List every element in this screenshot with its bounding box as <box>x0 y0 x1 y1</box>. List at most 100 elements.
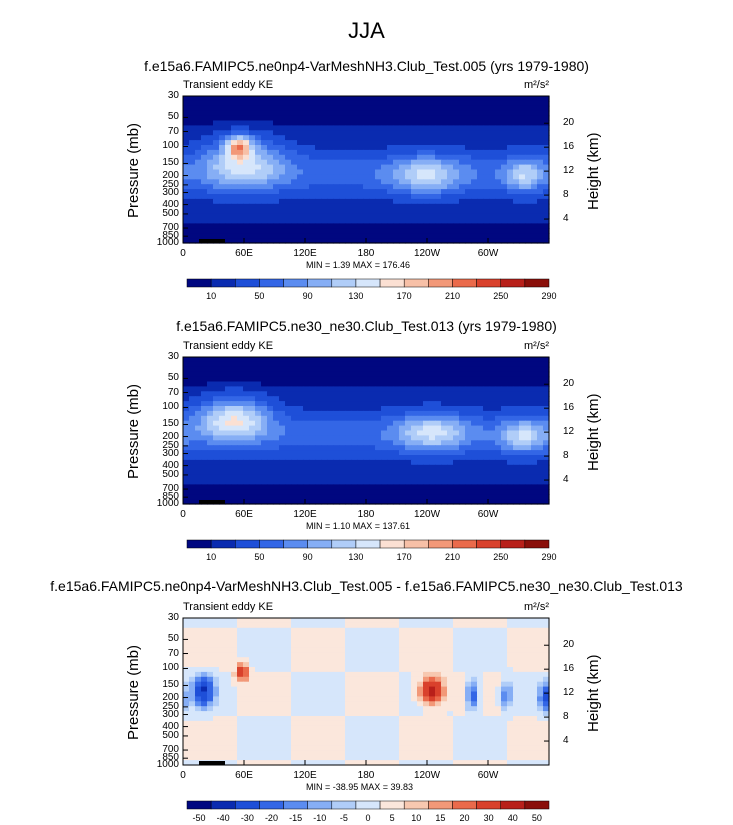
field-cell <box>309 662 316 668</box>
field-cell <box>273 174 280 180</box>
field-cell <box>237 627 244 634</box>
field-cell <box>183 357 190 363</box>
field-cell <box>495 647 502 653</box>
field-cell <box>267 701 274 707</box>
field-cell <box>273 100 280 107</box>
field-cell <box>381 671 388 678</box>
field-cell <box>465 184 472 190</box>
field-cell <box>531 652 538 658</box>
field-cell <box>507 179 514 185</box>
field-cell <box>225 189 232 195</box>
field-cell <box>489 159 496 166</box>
field-cell <box>423 662 430 668</box>
field-cell <box>189 96 196 102</box>
field-cell <box>441 223 448 229</box>
field-cell <box>387 140 394 146</box>
field-cell <box>285 676 292 683</box>
field-cell <box>255 179 262 185</box>
field-cell <box>447 120 454 126</box>
field-cell <box>423 671 430 678</box>
field-cell <box>453 96 460 102</box>
field-cell <box>471 652 478 658</box>
field-cell <box>429 194 436 200</box>
field-cell <box>477 135 484 141</box>
field-cell <box>207 115 214 122</box>
field-cell <box>405 647 412 653</box>
field-cell <box>531 135 538 141</box>
field-cell <box>489 125 496 131</box>
field-cell <box>237 96 244 102</box>
field-cell <box>291 159 298 166</box>
field-cell <box>501 223 508 229</box>
field-cell <box>369 238 376 244</box>
field-cell <box>477 189 484 195</box>
field-cell <box>543 164 550 171</box>
field-cell <box>405 194 412 200</box>
field-cell <box>393 100 400 107</box>
field-cell <box>183 691 190 697</box>
field-cell <box>459 618 466 624</box>
field-cell <box>429 622 436 629</box>
field-cell <box>435 701 442 707</box>
field-cell <box>279 120 286 126</box>
field-cell <box>285 96 292 102</box>
field-cell <box>255 618 262 624</box>
field-cell <box>327 189 334 195</box>
field-cell <box>447 174 454 180</box>
field-cell <box>507 198 514 205</box>
field-cell <box>249 184 256 190</box>
field-cell <box>471 125 478 131</box>
field-cell <box>417 213 424 220</box>
field-cell <box>429 681 436 688</box>
field-cell <box>423 184 430 190</box>
field-cell <box>369 149 376 156</box>
field-cell <box>279 686 286 693</box>
field-cell <box>327 154 334 161</box>
field-cell <box>495 637 502 644</box>
field-cell <box>375 622 382 629</box>
field-cell <box>267 100 274 107</box>
field-cell <box>495 618 502 624</box>
field-cell <box>363 184 370 190</box>
field-cell <box>417 223 424 229</box>
field-cell <box>345 637 352 644</box>
field-cell <box>399 652 406 658</box>
field-cell <box>519 184 526 190</box>
field-cell <box>333 159 340 166</box>
field-cell <box>435 149 442 156</box>
field-cell <box>345 671 352 678</box>
field-cell <box>237 696 244 702</box>
field-cell <box>375 189 382 195</box>
field-cell <box>375 706 382 712</box>
field-cell <box>411 189 418 195</box>
field-cell <box>357 667 364 673</box>
field-cell <box>291 174 298 180</box>
field-cell <box>537 159 544 166</box>
field-cell <box>393 125 400 131</box>
field-cell <box>393 96 400 102</box>
field-cell <box>213 149 220 156</box>
field-cells <box>183 357 550 505</box>
field-cell <box>327 125 334 131</box>
field-cell <box>321 135 328 141</box>
field-cell <box>429 164 436 171</box>
topography-mask <box>199 239 225 243</box>
field-cell <box>351 208 358 215</box>
field-cell <box>537 627 544 634</box>
field-cell <box>357 149 364 156</box>
field-cell <box>525 622 532 629</box>
field-cell <box>489 145 496 151</box>
field-cell <box>207 169 214 175</box>
field-cell <box>507 647 514 653</box>
field-cell <box>417 233 424 239</box>
field-cell <box>369 140 376 146</box>
field-cell <box>279 208 286 215</box>
field-cell <box>465 194 472 200</box>
field-cell <box>423 706 430 712</box>
field-cell <box>189 701 196 707</box>
field-cell <box>531 642 538 648</box>
field-cell <box>387 110 394 117</box>
field-cell <box>279 642 286 648</box>
field-cell <box>267 130 274 136</box>
field-cell <box>261 642 268 648</box>
